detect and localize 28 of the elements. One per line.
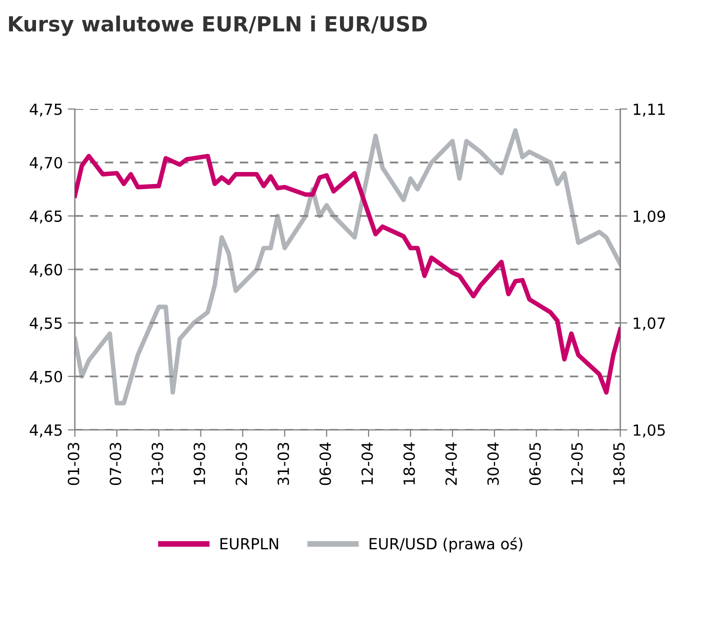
x-tick-label: 13-03 [152,442,164,484]
x-tick-label: 25-03 [236,442,248,485]
y-tick-label: 4,60 [30,264,62,278]
legend-label: EURPLN [220,538,278,550]
x-tick-label: 06-05 [529,443,541,486]
x-tick-label: 18-05 [613,443,625,484]
x-tick-label: 19-03 [194,442,206,484]
x-tick-label: 31-03 [278,442,290,485]
x-tick-label: 07-03 [110,442,122,486]
x-tick-label: 24-04 [445,442,457,485]
y2-tick-label: 1,09 [634,210,666,224]
y2-tick-label: 1,07 [634,317,665,330]
x-tick-label: 30-04 [487,442,499,485]
y-tick-label: 4,55 [30,318,62,330]
x-tick-label: 18-04 [403,442,415,484]
x-tick-label: 06-04 [319,442,332,486]
x-tick-label: 12-05 [571,443,583,484]
x-tick-label: 01-03 [68,442,80,486]
y-tick-label: 4,50 [30,370,62,384]
chart-title: Kursy walutowe EUR/PLN i EUR/USD [9,16,427,36]
y2-tick-label: 1,05 [634,424,665,438]
y-tick-label: 4,45 [30,424,62,438]
y-tick-label: 4,70 [30,156,62,170]
x-tick-label: 12-04 [361,442,373,484]
y2-tick-label: 1,11 [634,104,665,117]
y-tick-label: 4,75 [30,104,62,117]
legend-label: EUR/USD (prawa oś) [370,537,522,552]
y-tick-label: 4,65 [30,210,62,224]
